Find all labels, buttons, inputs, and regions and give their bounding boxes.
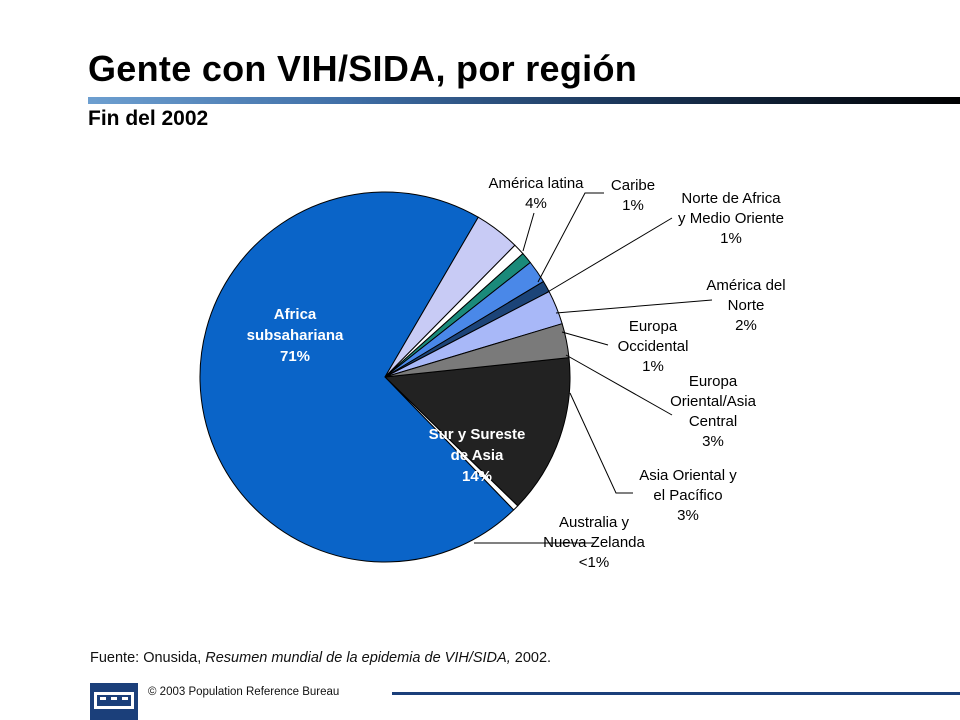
leader-line-10 <box>569 392 633 494</box>
slice-label-9: Europa Oriental/Asia Central 3% <box>670 373 757 450</box>
source-title: Resumen mundial de la epidemia de VIH/SI… <box>205 650 511 666</box>
source-prefix: Fuente: Onusida, <box>90 650 206 666</box>
source-note: Fuente: Onusida, Resumen mundial de la e… <box>90 650 551 666</box>
leader-line-6 <box>545 217 673 294</box>
page-title: Gente con VIH/SIDA, por región <box>88 48 638 89</box>
slice-label-7: América del Norte 2% <box>706 277 785 334</box>
title-underline <box>88 97 960 104</box>
source-suffix: 2002. <box>510 650 552 666</box>
slice-label-2: Australia y Nueva Zelanda <1% <box>543 514 645 571</box>
pie-slice-3 <box>199 191 515 563</box>
slice-label-10: Asia Oriental y el Pacífico 3% <box>639 467 737 524</box>
slice-label-4: América latina 4% <box>488 175 584 212</box>
copyright-text: © 2003 Population Reference Bureau <box>148 686 340 698</box>
leader-line-8 <box>561 331 609 346</box>
page-subtitle: Fin del 2002 <box>88 107 209 130</box>
leader-line-9 <box>565 354 673 416</box>
prb-logo <box>90 683 138 720</box>
leader-line-7 <box>555 299 713 314</box>
slice-label-1: Sur y Sureste de Asia 14% <box>429 426 526 485</box>
pie-slice-1 <box>384 357 571 507</box>
leader-line-4 <box>522 212 535 252</box>
slice-label-3: Africa subsahariana 71% <box>247 306 344 365</box>
pie-slice-10 <box>384 323 570 378</box>
leader-line-5 <box>537 192 604 283</box>
slice-label-8: Europa Occidental 1% <box>618 318 689 375</box>
slice-label-6: Norte de Africa y Medio Oriente 1% <box>678 190 784 247</box>
slice-label-5: Caribe 1% <box>611 177 655 214</box>
footer-rule <box>392 692 960 695</box>
